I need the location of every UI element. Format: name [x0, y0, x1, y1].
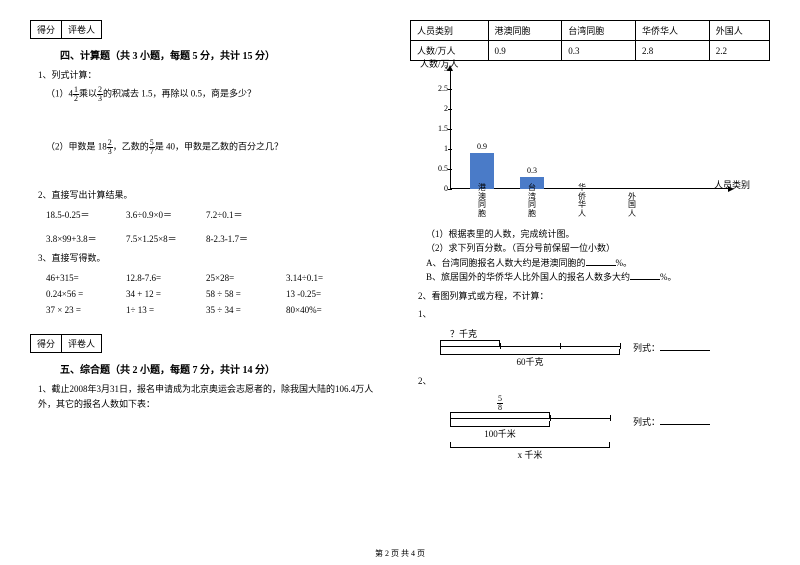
y-tick: 1	[432, 144, 448, 153]
q4-3: 3、直接写得数。	[38, 251, 390, 265]
section-5-title: 五、综合题（共 2 小题，每题 7 分，共计 14 分）	[60, 361, 390, 376]
q5-2-2: 2、	[418, 374, 770, 388]
td-v2: 0.3	[562, 41, 636, 61]
q4-1a: （1）412乘以23的积减去 1.5，再除以 0.5，商是多少？	[46, 86, 390, 103]
bar-chart: 人数/万人 人员类别 00.511.522.53 0.90.3 港澳同胞台湾同胞…	[450, 69, 710, 219]
q5-2: 2、看图列算式或方程，不计算：	[418, 289, 770, 303]
grader-label-2: 评卷人	[62, 335, 101, 352]
y-tick: 0	[432, 184, 448, 193]
y-tick: 2	[432, 104, 448, 113]
category-label: 外国人	[626, 193, 638, 219]
diagram-2: 58 100千米 x 千米 列式：	[430, 395, 710, 461]
y-tick: 3	[432, 64, 448, 73]
q5-1: 1、截止2008年3月31日，报名申请成为北京奥运会志愿者的，除我国大陆的106…	[38, 382, 390, 411]
bar-value-label: 0.9	[470, 142, 494, 151]
td-v3: 2.8	[636, 41, 710, 61]
y-tick: 0.5	[432, 164, 448, 173]
score-label-2: 得分	[31, 335, 62, 352]
th-category: 人员类别	[411, 21, 489, 41]
th-overseas: 华侨华人	[636, 21, 710, 41]
left-column: 得分 评卷人 四、计算题（共 3 小题，每题 5 分，共计 15 分） 1、列式…	[30, 20, 390, 467]
q4-1: 1、列式计算：	[38, 68, 390, 82]
score-box: 得分 评卷人	[30, 20, 102, 39]
calc-row-3: 46+315=12.8-7.6=25×28=3.14÷0.1=	[46, 270, 390, 286]
bar-value-label: 0.3	[520, 166, 544, 175]
data-table: 人员类别 港澳同胞 台湾同胞 华侨华人 外国人 人数/万人 0.9 0.3 2.…	[410, 20, 770, 61]
category-label: 台湾同胞	[526, 184, 538, 219]
calc-row-1: 18.5-0.25＝3.6÷0.9×0＝7.2÷0.1＝	[46, 207, 390, 223]
score-label: 得分	[31, 21, 62, 38]
y-tick: 2.5	[432, 84, 448, 93]
ans-1: （1）根据表里的人数，完成统计图。	[426, 227, 770, 241]
th-tw: 台湾同胞	[562, 21, 636, 41]
q4-2: 2、直接写出计算结果。	[38, 188, 390, 202]
q4-1b: （2）甲数是 1823，乙数的57是 40，甲数是乙数的百分之几？	[46, 139, 390, 156]
ans-2: （2）求下列百分数。（百分号前保留一位小数）	[426, 241, 770, 255]
section-4-title: 四、计算题（共 3 小题，每题 5 分，共计 15 分）	[60, 47, 390, 62]
page-footer: 第 2 页 共 4 页	[0, 548, 800, 559]
score-box-2: 得分 评卷人	[30, 334, 102, 353]
ans-2b: B、旅居国外的华侨华人比外国人的报名人数多大约%。	[426, 270, 770, 284]
calc-row-2: 3.8×99+3.8＝7.5×1.25×8＝8-2.3-1.7＝	[46, 231, 390, 247]
td-v1: 0.9	[488, 41, 562, 61]
q5-2-1: 1、	[418, 307, 770, 321]
th-hk: 港澳同胞	[488, 21, 562, 41]
category-label: 港澳同胞	[476, 184, 488, 219]
x-arrow-icon	[728, 186, 734, 192]
td-v4: 2.2	[709, 41, 769, 61]
diagram-1: ？千克 60千克 列式：	[430, 327, 710, 368]
th-foreign: 外国人	[709, 21, 769, 41]
right-column: 人员类别 港澳同胞 台湾同胞 华侨华人 外国人 人数/万人 0.9 0.3 2.…	[410, 20, 770, 467]
y-tick: 1.5	[432, 124, 448, 133]
ans-2a: A、台湾同胞报名人数大约是港澳同胞的%。	[426, 256, 770, 270]
calc-row-4: 0.24×56 =34 + 12 =58 ÷ 58 =13 -0.25=	[46, 286, 390, 302]
calc-row-5: 37 × 23 =1÷ 13 =35 ÷ 34 =80×40%=	[46, 302, 390, 318]
grader-label: 评卷人	[62, 21, 101, 38]
category-label: 华侨华人	[576, 184, 588, 219]
